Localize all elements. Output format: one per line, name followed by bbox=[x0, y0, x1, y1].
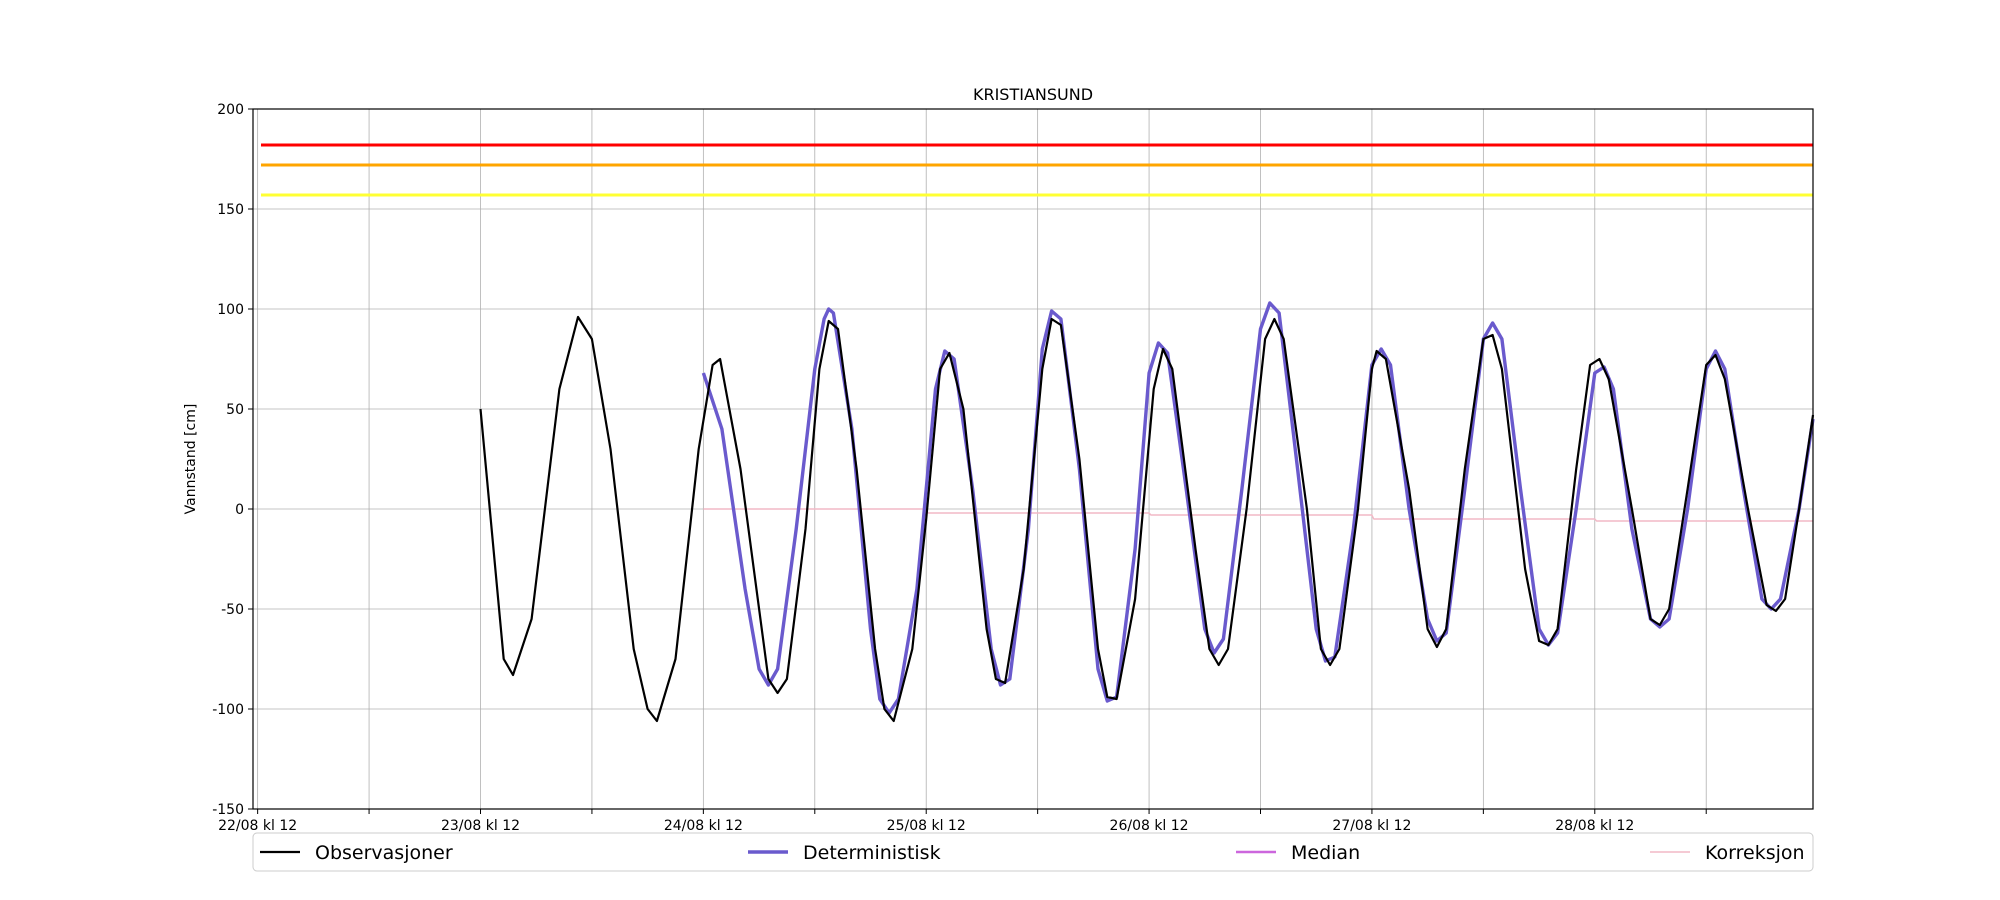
legend-label: Observasjoner bbox=[315, 842, 453, 864]
y-tick-label: 150 bbox=[217, 202, 244, 218]
y-tick-label: -150 bbox=[212, 802, 244, 818]
plot-frame bbox=[252, 108, 1814, 810]
x-tick-label: 27/08 kl 12 bbox=[1332, 818, 1411, 834]
x-tick-label: 22/08 kl 12 bbox=[218, 818, 297, 834]
series-layer bbox=[479, 301, 1815, 723]
chart-title: KRISTIANSUND bbox=[973, 85, 1093, 104]
x-tick-label: 24/08 kl 12 bbox=[664, 818, 743, 834]
grid-layer bbox=[253, 108, 1813, 810]
legend-label: Deterministisk bbox=[803, 842, 941, 864]
y-tick-label: 50 bbox=[226, 402, 244, 418]
x-tick-label: 26/08 kl 12 bbox=[1110, 818, 1189, 834]
legend-items: Observasjoner Deterministisk Median Korreks… bbox=[260, 842, 1805, 864]
y-tick-label: -100 bbox=[212, 702, 244, 718]
threshold-layer bbox=[261, 143, 1813, 197]
series-line-deterministisk bbox=[701, 301, 1815, 715]
series-line-observasjoner bbox=[479, 315, 1815, 723]
y-tick-label: 0 bbox=[235, 502, 244, 518]
x-axis: 22/08 kl 12 23/08 kl 12 24/08 kl 12 25/08 k… bbox=[218, 809, 1707, 834]
legend-label: Median bbox=[1291, 842, 1360, 864]
x-tick-label: 25/08 kl 12 bbox=[887, 818, 966, 834]
y-tick-label: 200 bbox=[217, 102, 244, 118]
y-tick-label: -50 bbox=[221, 602, 244, 618]
legend-label: Korreksjon bbox=[1705, 842, 1805, 864]
y-tick-label: 100 bbox=[217, 302, 244, 318]
x-tick-label: 23/08 kl 12 bbox=[441, 818, 520, 834]
x-tick-label: 28/08 kl 12 bbox=[1555, 818, 1634, 834]
series-line-korreksjon bbox=[703, 508, 1813, 522]
y-axis-label: Vannstand [cm] bbox=[183, 404, 199, 515]
y-axis: -150 -100 -50 0 50 100 150 200 bbox=[212, 102, 253, 818]
legend-box bbox=[252, 832, 1814, 872]
legend: Observasjoner Deterministisk Median Korreks… bbox=[252, 832, 1814, 872]
